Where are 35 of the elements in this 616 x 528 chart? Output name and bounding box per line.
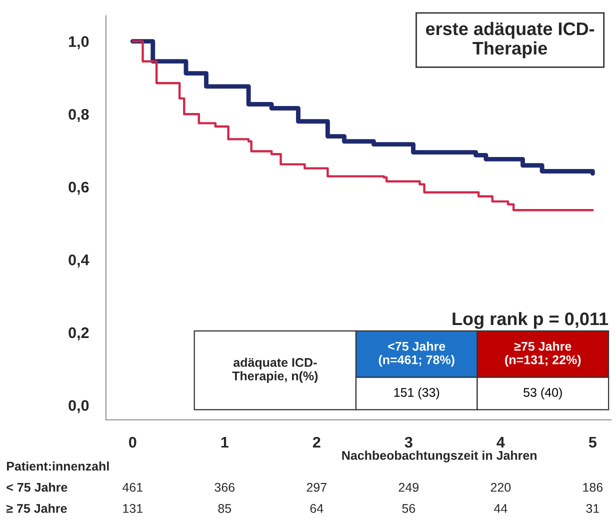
text: Patient:innenzahl [6,461,109,471]
x-tick-label: 4 [496,436,505,448]
text: 131 [123,504,142,513]
y-tick-label: 0,8 [68,108,89,122]
text: < 75 Jahre [6,482,68,492]
annotation: ≥75 Jahre (n=131; 22%) [505,342,581,367]
y-tick-label: 0,6 [68,182,89,195]
annotation: Log rank p = 0,011 [452,312,608,329]
text: 249 [398,482,418,492]
x-axis-title: Nachbeobachtungszeit in Jahren [342,450,536,462]
x-tick-label: 1 [221,436,228,448]
text: 44 [494,504,508,513]
text: 56 [402,504,416,513]
text: 186 [583,482,603,492]
annotation: 151 (33) [394,388,440,400]
annotation: 53 (40) [524,388,562,400]
text: 366 [214,482,235,492]
text: ≥ 75 Jahre [6,504,67,513]
x-tick-label: 0 [128,436,136,448]
x-tick-label: 3 [404,436,412,448]
annotation: adäquate ICD-Therapie, n(%) [232,358,318,383]
y-tick-label: 1,0 [69,36,89,50]
x-tick-label: 5 [588,436,596,448]
annotation: <75 Jahre (n=461; 78%) [378,342,454,367]
y-tick-label: 0,0 [68,400,89,414]
text: 461 [122,482,142,492]
text: 220 [490,482,511,492]
text: 85 [218,504,232,513]
text: 297 [306,482,326,492]
x-tick-label: 2 [312,436,320,448]
text: erste adäquate ICD-Therapie [426,22,594,58]
text: 31 [586,504,600,513]
y-tick-label: 0,2 [68,327,89,340]
text: 64 [310,504,324,513]
y-tick-label: 0,4 [68,254,90,268]
